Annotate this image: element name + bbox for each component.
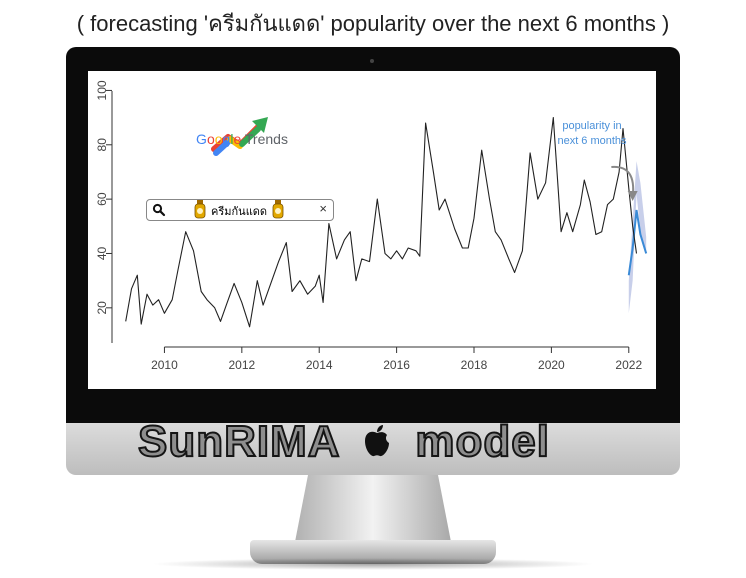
monitor-screen: 20 40 60 80 100 2010 2012 2014 2016 2018 2020 2022 …	[88, 71, 656, 389]
monitor-stand	[294, 475, 452, 547]
monitor-bezel: 20 40 60 80 100 2010 2012 2014 2016 2018 2020 2022 …	[66, 47, 680, 423]
model-suffix: model	[414, 416, 550, 467]
search-input[interactable]: ครีมกันแดด ×	[146, 199, 334, 221]
google-trends-wordmark: Google Trends	[190, 131, 294, 147]
y-tick-label: 20	[95, 301, 109, 315]
x-tick-label: 2018	[461, 358, 488, 372]
forecast-band	[628, 161, 647, 314]
camera-dot	[370, 59, 374, 63]
x-tick-label: 2022	[615, 358, 642, 372]
caption: ( forecasting 'ครีมกันแดด' popularity ov…	[76, 11, 670, 36]
annotation-line-2: next 6 months	[557, 135, 627, 147]
x-tick-label: 2012	[228, 358, 255, 372]
close-icon[interactable]: ×	[319, 201, 327, 216]
y-tick-label: 60	[95, 192, 109, 206]
model-name: SunRIMA	[137, 416, 339, 467]
search-term: ครีมกันแดด	[211, 206, 268, 218]
x-tick-label: 2016	[383, 358, 410, 372]
trend-chart: 20 40 60 80 100 2010 2012 2014 2016 2018 2020 2022	[95, 80, 648, 372]
google-trends-logo	[192, 105, 304, 165]
y-tick-label: 40	[95, 246, 109, 260]
monitor-chin: SunRIMA model	[66, 416, 680, 475]
forecast-line	[627, 209, 648, 276]
imac-monitor: 20 40 60 80 100 2010 2012 2014 2016 2018 2020 2022 …	[66, 47, 680, 475]
history-line	[125, 117, 638, 328]
trends-wordmark: Trends	[244, 131, 288, 147]
monitor-shadow	[150, 558, 596, 570]
forecast-annotation: popularity in next 6 months	[540, 119, 644, 149]
search-icon	[152, 203, 166, 217]
y-tick-label: 100	[95, 80, 109, 100]
model-label: SunRIMA model	[137, 416, 550, 467]
sunscreen-bottle-icon	[272, 200, 284, 219]
google-wordmark: Google	[196, 131, 242, 147]
x-tick-label: 2020	[538, 358, 565, 372]
apple-icon	[365, 425, 390, 457]
y-tick-label: 80	[95, 138, 109, 152]
x-tick-label: 2010	[151, 358, 178, 372]
monitor-foot	[250, 540, 496, 564]
trends-arrow-icon	[211, 117, 268, 156]
annotation-line-1: popularity in	[562, 120, 622, 132]
x-tick-label: 2014	[306, 358, 333, 372]
sunscreen-bottle-icon	[194, 200, 206, 219]
annotation-arrowhead	[627, 191, 638, 201]
